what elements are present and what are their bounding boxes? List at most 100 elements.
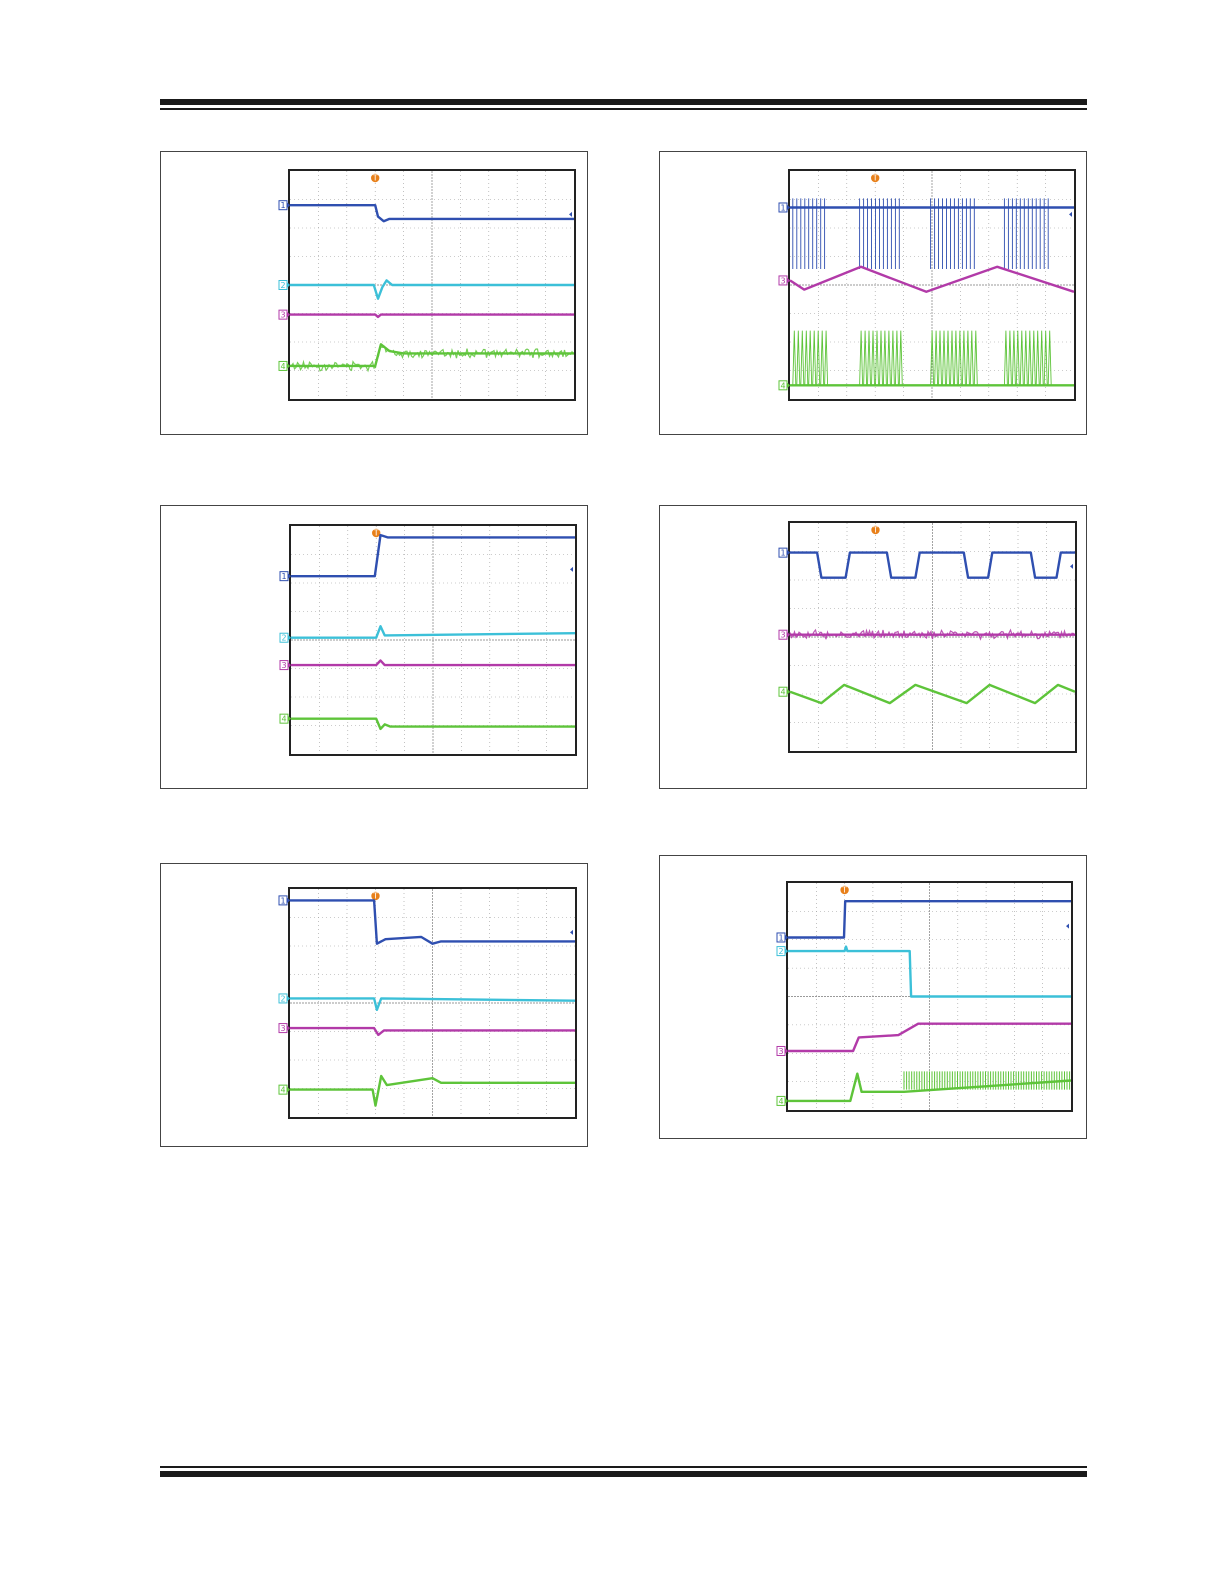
svg-text:2: 2 bbox=[281, 634, 286, 643]
trace-line bbox=[790, 551, 1075, 579]
trigger-marker-icon: T bbox=[372, 529, 381, 538]
channel-marker-4-icon: 4 bbox=[778, 686, 790, 697]
trigger-marker-icon: T bbox=[840, 886, 849, 895]
trace-line bbox=[788, 1022, 1071, 1053]
scope-screen-3: T 1 2 3 4 bbox=[279, 524, 577, 756]
scope-screen-2: T 1 3 4 bbox=[778, 169, 1076, 401]
svg-text:T: T bbox=[872, 174, 878, 183]
svg-text:2: 2 bbox=[280, 281, 285, 290]
svg-text:4: 4 bbox=[280, 362, 285, 371]
trace-channel-3 bbox=[290, 1026, 575, 1037]
trigger-marker-icon: T bbox=[371, 174, 380, 183]
offset-marker-icon bbox=[1066, 923, 1069, 929]
header-rule-thin bbox=[160, 108, 1087, 110]
trace-line bbox=[788, 900, 1071, 939]
figure-panel-6: T 1 2 3 4 bbox=[659, 855, 1087, 1139]
trace-noise bbox=[789, 628, 1076, 641]
svg-text:T: T bbox=[872, 526, 878, 535]
channel-marker-1-icon: 1 bbox=[776, 932, 788, 943]
trace-channel-3 bbox=[789, 628, 1076, 641]
channel-marker-2-icon: 2 bbox=[279, 632, 291, 643]
offset-marker-icon bbox=[1070, 563, 1073, 569]
scope-screen-4: T 1 3 4 bbox=[778, 521, 1077, 753]
channel-marker-3-icon: 3 bbox=[776, 1045, 788, 1056]
figure-panel-5: T 1 2 3 4 bbox=[160, 863, 588, 1147]
trace-channel-1 bbox=[790, 551, 1075, 579]
svg-text:3: 3 bbox=[280, 311, 285, 320]
trace-line bbox=[291, 717, 575, 731]
trigger-marker-icon: T bbox=[871, 174, 880, 183]
trace-channel-3 bbox=[291, 659, 575, 667]
trace-line bbox=[789, 683, 1076, 705]
svg-text:4: 4 bbox=[778, 1097, 783, 1106]
trace-channel-2 bbox=[291, 625, 576, 639]
scope-svg: T 1 2 3 4 bbox=[278, 171, 574, 399]
trace-line bbox=[291, 659, 575, 667]
scope-screen-1: T 1 2 3 4 bbox=[278, 169, 576, 401]
trace-channel-3 bbox=[789, 265, 1075, 293]
channel-marker-4-icon: 4 bbox=[278, 1084, 290, 1095]
svg-text:1: 1 bbox=[280, 896, 285, 905]
footer-rule-thick bbox=[160, 1471, 1087, 1477]
channel-marker-4-icon: 4 bbox=[776, 1095, 788, 1106]
trace-line bbox=[788, 945, 1071, 998]
offset-marker-icon bbox=[570, 566, 573, 572]
svg-text:2: 2 bbox=[280, 994, 285, 1003]
trace-channel-1 bbox=[290, 899, 575, 945]
channel-marker-2-icon: 2 bbox=[278, 993, 290, 1004]
channel-marker-3-icon: 3 bbox=[278, 309, 290, 320]
trace-channel-1 bbox=[290, 204, 574, 223]
trigger-marker-icon: T bbox=[871, 526, 880, 535]
svg-text:3: 3 bbox=[280, 1024, 285, 1033]
trace-line bbox=[789, 265, 1075, 293]
figure-panel-4: T 1 3 4 bbox=[659, 505, 1087, 789]
trace-line bbox=[788, 1072, 1072, 1103]
channel-marker-2-icon: 2 bbox=[278, 280, 290, 290]
trace-line bbox=[291, 533, 575, 578]
figure-panel-3: T 1 2 3 4 bbox=[160, 505, 588, 789]
trace-line bbox=[290, 279, 574, 300]
channel-marker-1-icon: 1 bbox=[778, 202, 790, 213]
svg-text:3: 3 bbox=[780, 631, 785, 640]
offset-marker-icon bbox=[1069, 211, 1072, 217]
channel-marker-1-icon: 1 bbox=[778, 547, 790, 558]
offset-marker-icon bbox=[570, 929, 573, 935]
svg-text:T: T bbox=[372, 174, 378, 183]
grid bbox=[790, 171, 1074, 399]
trace-line bbox=[290, 313, 574, 319]
scope-screen-5: T 1 2 3 4 bbox=[278, 887, 577, 1119]
trace-line bbox=[290, 997, 576, 1011]
trace-channel-1 bbox=[790, 198, 1074, 270]
trace-noise bbox=[289, 345, 574, 373]
trace-line bbox=[290, 899, 575, 945]
scope-svg: T 1 2 3 4 bbox=[278, 889, 576, 1117]
offset-marker-icon bbox=[569, 211, 572, 217]
footer-rule-thin bbox=[160, 1466, 1087, 1468]
svg-text:3: 3 bbox=[778, 1047, 783, 1056]
svg-text:4: 4 bbox=[281, 715, 286, 724]
trace-channel-4 bbox=[789, 683, 1076, 705]
svg-text:T: T bbox=[372, 892, 378, 901]
channel-marker-3-icon: 3 bbox=[778, 629, 790, 640]
channel-marker-3-icon: 3 bbox=[279, 660, 291, 670]
channel-marker-1-icon: 1 bbox=[279, 571, 291, 582]
trace-line bbox=[290, 1074, 575, 1107]
trace-channel-4 bbox=[788, 1071, 1072, 1103]
channel-marker-4-icon: 4 bbox=[278, 360, 290, 371]
trace-channel-4 bbox=[289, 343, 574, 373]
svg-text:1: 1 bbox=[281, 572, 286, 581]
figure-panel-2: T 1 3 4 bbox=[659, 151, 1087, 435]
svg-text:T: T bbox=[373, 529, 379, 538]
scope-screen-6: T 1 2 3 4 bbox=[776, 881, 1073, 1112]
header-rule-thick bbox=[160, 99, 1087, 105]
svg-text:1: 1 bbox=[780, 549, 785, 558]
trace-channel-1 bbox=[291, 533, 575, 578]
scope-svg: T 1 2 3 4 bbox=[776, 883, 1072, 1110]
channel-marker-4-icon: 4 bbox=[279, 713, 291, 724]
channel-marker-1-icon: 1 bbox=[278, 895, 290, 905]
trace-channel-2 bbox=[290, 279, 574, 300]
channel-marker-2-icon: 2 bbox=[776, 946, 788, 957]
svg-text:1: 1 bbox=[280, 201, 285, 210]
trace-line bbox=[291, 625, 576, 639]
trace-channel-3 bbox=[290, 313, 574, 319]
